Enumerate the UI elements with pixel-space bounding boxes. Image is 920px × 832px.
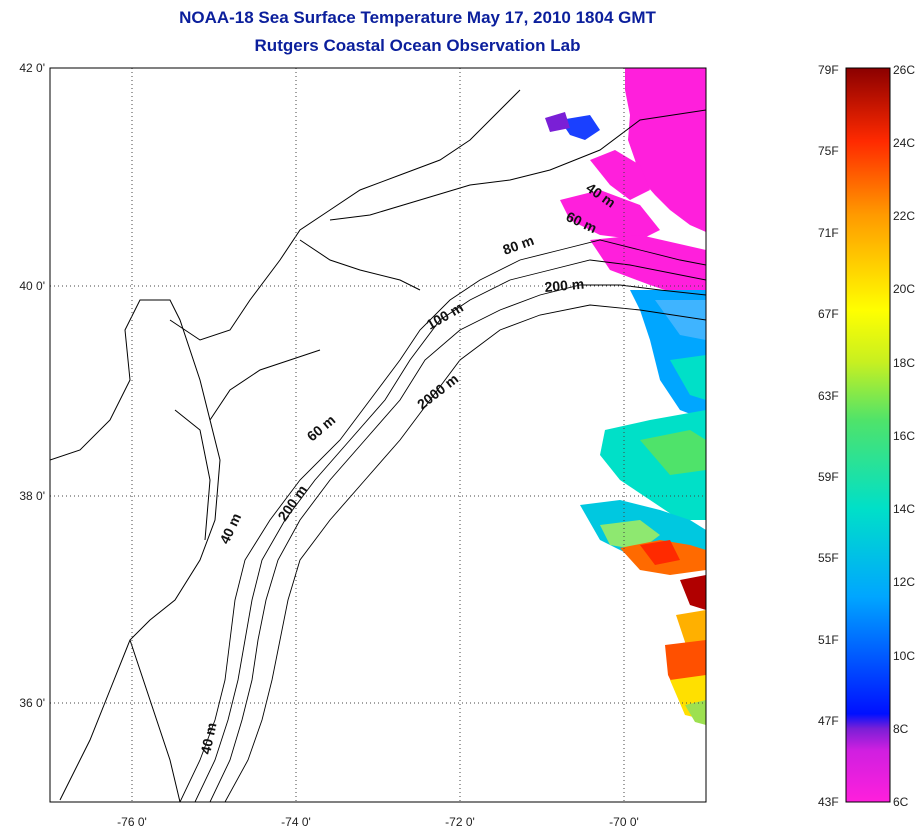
lat-label-40: 40 0' bbox=[19, 279, 45, 293]
graticule bbox=[50, 68, 706, 802]
colorbar-f-59: 59F bbox=[818, 470, 839, 484]
lon-label-74: -74 0' bbox=[281, 815, 311, 829]
sst-data-layer bbox=[545, 68, 706, 725]
colorbar-c-6: 6C bbox=[893, 795, 909, 809]
lon-label-76: -76 0' bbox=[117, 815, 147, 829]
colorbar-f-63: 63F bbox=[818, 389, 839, 403]
contour-label-40m-south: 40 m bbox=[197, 721, 219, 756]
colorbar-c-8: 8C bbox=[893, 722, 909, 736]
map-title: NOAA-18 Sea Surface Temperature May 17, … bbox=[179, 8, 656, 27]
lon-label-72: -72 0' bbox=[445, 815, 475, 829]
colorbar-c-18: 18C bbox=[893, 356, 915, 370]
colorbar-c-10: 10C bbox=[893, 649, 915, 663]
colorbar-f-67: 67F bbox=[818, 307, 839, 321]
colorbar-c-14: 14C bbox=[893, 502, 915, 516]
colorbar-c-16: 16C bbox=[893, 429, 915, 443]
colorbar-f-55: 55F bbox=[818, 551, 839, 565]
colorbar-c-26: 26C bbox=[893, 63, 915, 77]
colorbar-f-43: 43F bbox=[818, 795, 839, 809]
map-subtitle: Rutgers Coastal Ocean Observation Lab bbox=[254, 36, 581, 55]
colorbar-f-51: 51F bbox=[818, 633, 839, 647]
lat-label-38: 38 0' bbox=[19, 489, 45, 503]
colorbar-c-22: 22C bbox=[893, 209, 915, 223]
coastline-layer bbox=[50, 89, 706, 802]
lat-label-36: 36 0' bbox=[19, 696, 45, 710]
bathymetry-contours bbox=[179, 239, 706, 802]
colorbar-gradient bbox=[845, 67, 891, 803]
colorbar-c-20: 20C bbox=[893, 282, 915, 296]
colorbar-c-24: 24C bbox=[893, 136, 915, 150]
colorbar-f-75: 75F bbox=[818, 144, 839, 158]
colorbar-f-47: 47F bbox=[818, 714, 839, 728]
colorbar-f-79: 79F bbox=[818, 63, 839, 77]
latitude-tick-labels: 42 0' 40 0' 38 0' 36 0' bbox=[19, 61, 45, 710]
lon-label-70: -70 0' bbox=[609, 815, 639, 829]
map-frame bbox=[49, 67, 707, 803]
lat-label-42: 42 0' bbox=[19, 61, 45, 75]
temperature-colorbar: 79F 75F 71F 67F 63F 59F 55F 51F 47F 43F … bbox=[818, 63, 915, 809]
colorbar-c-12: 12C bbox=[893, 575, 915, 589]
colorbar-f-71: 71F bbox=[818, 226, 839, 240]
longitude-tick-labels: -76 0' -74 0' -72 0' -70 0' bbox=[117, 815, 639, 829]
contour-label-200m-north: 200 m bbox=[544, 276, 585, 295]
